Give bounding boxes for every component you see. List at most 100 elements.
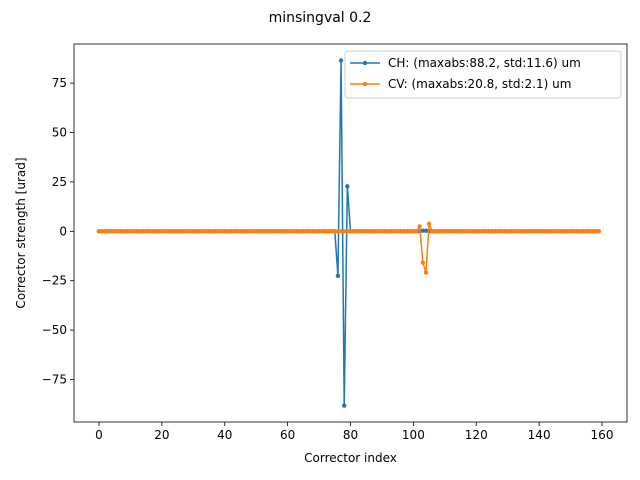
data-point-cv xyxy=(389,229,394,234)
data-point-cv xyxy=(213,229,218,234)
series-layer xyxy=(96,58,602,408)
data-point-cv xyxy=(430,229,435,234)
data-point-cv xyxy=(231,229,237,234)
data-point-cv xyxy=(433,229,438,234)
data-point-cv xyxy=(574,229,580,234)
data-point-cv xyxy=(203,229,209,234)
x-tick-label: 0 xyxy=(95,428,103,442)
x-tick-label: 60 xyxy=(280,428,295,442)
data-point-cv xyxy=(253,229,259,234)
data-point-cv xyxy=(580,229,586,234)
data-point-cv xyxy=(527,229,532,234)
data-point-cv xyxy=(310,229,315,234)
data-point-cv xyxy=(386,229,391,234)
data-point-cv xyxy=(474,229,479,234)
data-point-cv xyxy=(184,229,190,234)
data-point-cv xyxy=(404,229,410,234)
y-tick-label: 75 xyxy=(52,76,67,90)
data-point-cv xyxy=(159,229,165,234)
data-point-cv xyxy=(426,221,432,227)
data-point-cv xyxy=(489,229,495,234)
data-point-cv xyxy=(442,229,448,234)
data-point-cv xyxy=(200,229,205,234)
data-point-ch xyxy=(338,58,344,63)
data-point-ch xyxy=(345,184,350,189)
data-point-cv xyxy=(511,229,517,234)
data-point-cv xyxy=(351,229,356,234)
data-point-cv xyxy=(492,229,498,234)
data-point-ch xyxy=(335,273,341,278)
data-point-cv xyxy=(323,229,328,234)
data-point-cv xyxy=(357,229,363,234)
data-point-cv xyxy=(285,229,290,234)
x-tick-label: 140 xyxy=(528,428,551,442)
data-point-ch xyxy=(342,403,347,408)
data-point-cv xyxy=(593,229,598,234)
data-point-cv xyxy=(596,229,602,234)
data-point-cv xyxy=(125,229,130,234)
data-point-cv xyxy=(376,229,381,234)
data-point-cv xyxy=(455,229,460,234)
plot-area: 0 20 40 60 80 100 120 140 160 −75 −50 −25 0 25 50 75 xyxy=(42,43,628,442)
chart-title: minsingval 0.2 xyxy=(269,10,372,26)
data-point-cv xyxy=(577,229,583,234)
data-point-cv xyxy=(329,229,334,234)
data-point-cv xyxy=(367,229,372,234)
data-point-cv xyxy=(241,229,246,234)
data-point-cv xyxy=(206,229,212,234)
data-point-cv xyxy=(121,229,127,234)
data-point-cv xyxy=(172,229,177,234)
data-point-cv xyxy=(109,229,114,234)
data-point-cv xyxy=(338,229,344,234)
data-point-cv xyxy=(291,229,297,234)
data-point-cv xyxy=(260,229,265,234)
data-point-cv xyxy=(118,229,124,234)
data-point-cv xyxy=(238,229,243,234)
data-point-cv xyxy=(348,229,353,234)
x-tick-label: 20 xyxy=(154,428,169,442)
data-point-cv xyxy=(140,229,146,234)
data-point-cv xyxy=(247,229,253,234)
data-point-cv xyxy=(379,229,385,234)
data-point-cv xyxy=(320,229,325,234)
y-tick-label: −50 xyxy=(42,323,67,337)
data-point-cv xyxy=(165,229,171,234)
legend-box xyxy=(344,50,622,99)
x-tick-label: 40 xyxy=(217,428,232,442)
data-point-cv xyxy=(420,260,426,265)
data-point-cv xyxy=(143,229,149,234)
data-point-cv xyxy=(502,229,507,234)
data-point-cv xyxy=(552,229,558,234)
legend: CH: (maxabs:88.2, std:11.6) um CV: (maxab… xyxy=(344,50,622,99)
y-tick-label: 0 xyxy=(59,224,67,238)
data-point-cv xyxy=(137,229,143,234)
legend-label-ch: CH: (maxabs:88.2, std:11.6) um xyxy=(388,56,581,70)
data-point-cv xyxy=(414,229,419,234)
data-point-cv xyxy=(150,229,155,234)
data-point-cv xyxy=(313,229,319,234)
data-point-cv xyxy=(275,229,281,234)
y-tick-label: 50 xyxy=(52,126,67,140)
data-point-cv xyxy=(131,229,136,234)
data-point-cv xyxy=(505,229,510,234)
data-point-cv xyxy=(112,229,117,234)
data-point-cv xyxy=(304,229,309,234)
data-point-cv xyxy=(521,229,526,234)
data-point-cv xyxy=(197,229,202,234)
data-point-cv xyxy=(128,229,133,234)
data-point-cv xyxy=(533,229,539,234)
y-tick-label: −75 xyxy=(42,373,67,387)
data-point-cv xyxy=(483,229,488,234)
data-point-cv xyxy=(555,229,561,234)
data-point-cv xyxy=(464,229,470,234)
data-point-cv xyxy=(250,229,256,234)
data-point-cv xyxy=(209,229,215,234)
data-point-cv xyxy=(175,229,180,234)
data-point-cv xyxy=(382,229,388,234)
y-tick-label: −25 xyxy=(42,274,67,288)
data-point-cv xyxy=(134,229,139,234)
data-point-cv xyxy=(562,229,567,234)
data-point-cv xyxy=(194,229,199,234)
data-point-cv xyxy=(181,229,187,234)
data-point-cv xyxy=(266,229,271,234)
